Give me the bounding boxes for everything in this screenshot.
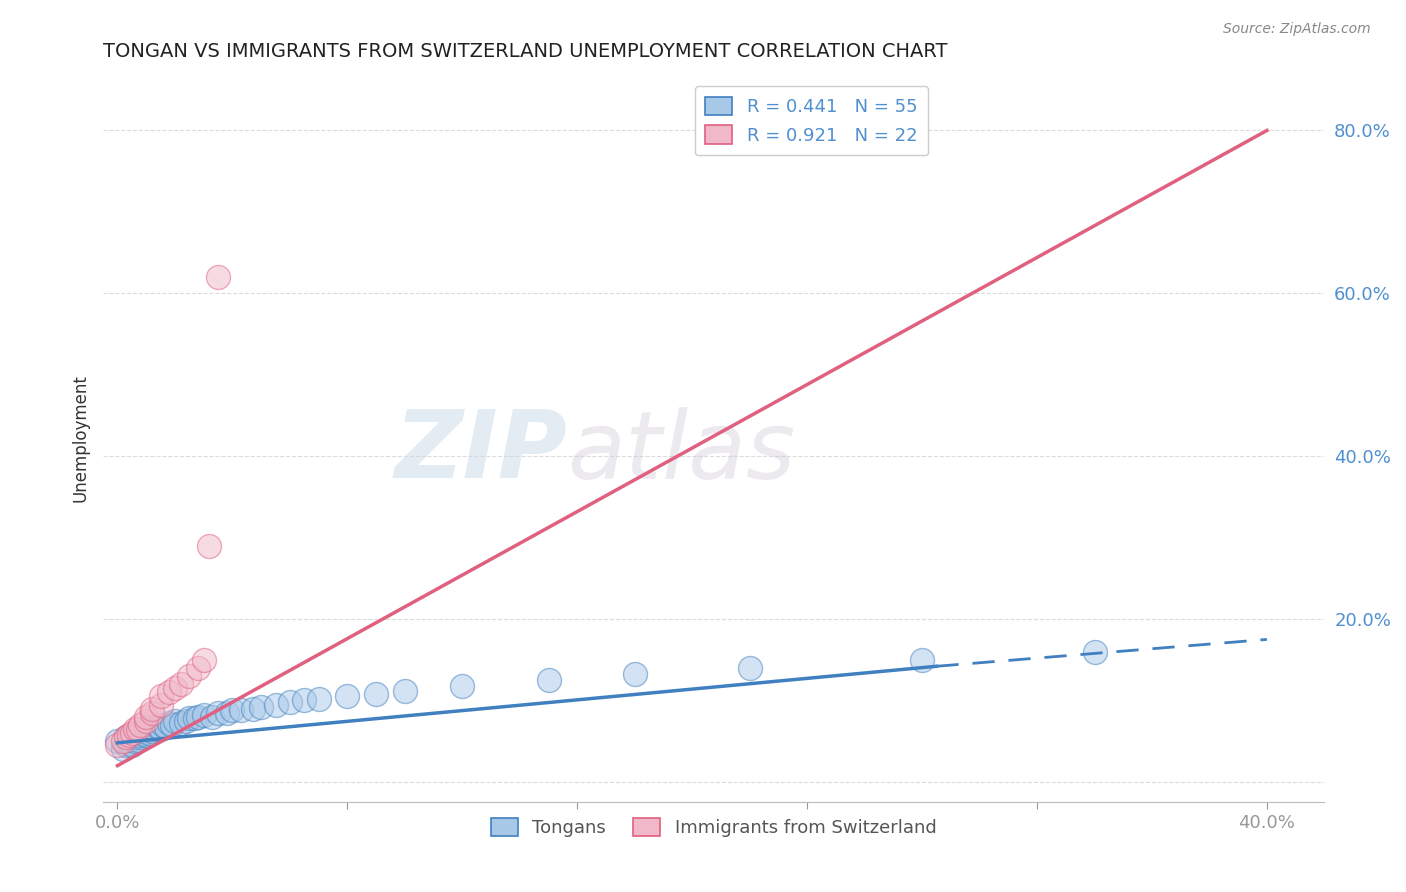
Point [141, 701, 163, 715]
Point [623, 667, 645, 681]
Text: ZIP: ZIP [394, 407, 567, 499]
Point [911, 653, 934, 667]
Point [207, 706, 229, 720]
Point [121, 738, 143, 752]
Point [155, 720, 177, 734]
Point [292, 693, 315, 707]
Point [170, 716, 193, 731]
Point [149, 690, 172, 704]
Point [141, 723, 163, 738]
Point [141, 706, 163, 720]
Point [163, 714, 186, 728]
Point [451, 679, 474, 693]
Point [135, 722, 157, 736]
Point [121, 726, 143, 740]
Point [124, 734, 146, 748]
Point [152, 718, 174, 732]
Point [107, 734, 129, 748]
Point [118, 736, 141, 750]
Point [336, 690, 359, 704]
Legend: Tongans, Immigrants from Switzerland: Tongans, Immigrants from Switzerland [484, 811, 943, 844]
Point [537, 673, 560, 687]
Point [198, 539, 221, 553]
Point [121, 728, 143, 742]
Point [112, 742, 135, 756]
Point [135, 728, 157, 742]
Point [146, 720, 169, 734]
Point [138, 726, 160, 740]
Point [366, 687, 388, 701]
Point [149, 722, 172, 736]
Point [738, 661, 761, 675]
Point [127, 726, 149, 740]
Point [193, 708, 215, 723]
Point [107, 738, 129, 752]
Point [179, 669, 201, 683]
Point [163, 681, 186, 696]
Point [157, 716, 180, 731]
Text: TONGAN VS IMMIGRANTS FROM SWITZERLAND UNEMPLOYMENT CORRELATION CHART: TONGAN VS IMMIGRANTS FROM SWITZERLAND UN… [103, 42, 948, 61]
Point [138, 720, 160, 734]
Point [149, 698, 172, 712]
Point [170, 677, 193, 691]
Text: Source: ZipAtlas.com: Source: ZipAtlas.com [1223, 22, 1371, 37]
Point [115, 730, 138, 744]
Point [250, 700, 273, 714]
Point [124, 722, 146, 736]
Point [394, 683, 416, 698]
Point [229, 703, 252, 717]
Point [112, 734, 135, 748]
Point [132, 726, 155, 740]
Point [201, 710, 224, 724]
Point [264, 698, 287, 712]
Point [115, 730, 138, 744]
Point [308, 691, 330, 706]
Point [157, 685, 180, 699]
Point [115, 738, 138, 752]
Point [215, 706, 238, 720]
Point [160, 718, 183, 732]
Point [135, 714, 157, 728]
Point [179, 711, 201, 725]
Point [207, 270, 229, 285]
Point [127, 722, 149, 736]
Point [242, 701, 264, 715]
Point [187, 710, 209, 724]
Point [278, 695, 301, 709]
Point [118, 732, 141, 747]
Point [184, 711, 207, 725]
Point [176, 714, 198, 728]
Point [118, 728, 141, 742]
Y-axis label: Unemployment: Unemployment [72, 374, 89, 502]
Point [129, 730, 152, 744]
Point [187, 661, 209, 675]
Point [127, 732, 149, 747]
Point [143, 722, 166, 736]
Point [135, 710, 157, 724]
Point [129, 728, 152, 742]
Text: atlas: atlas [567, 407, 796, 498]
Point [129, 718, 152, 732]
Point [193, 653, 215, 667]
Point [1083, 645, 1105, 659]
Point [132, 724, 155, 739]
Point [124, 730, 146, 744]
Point [221, 703, 243, 717]
